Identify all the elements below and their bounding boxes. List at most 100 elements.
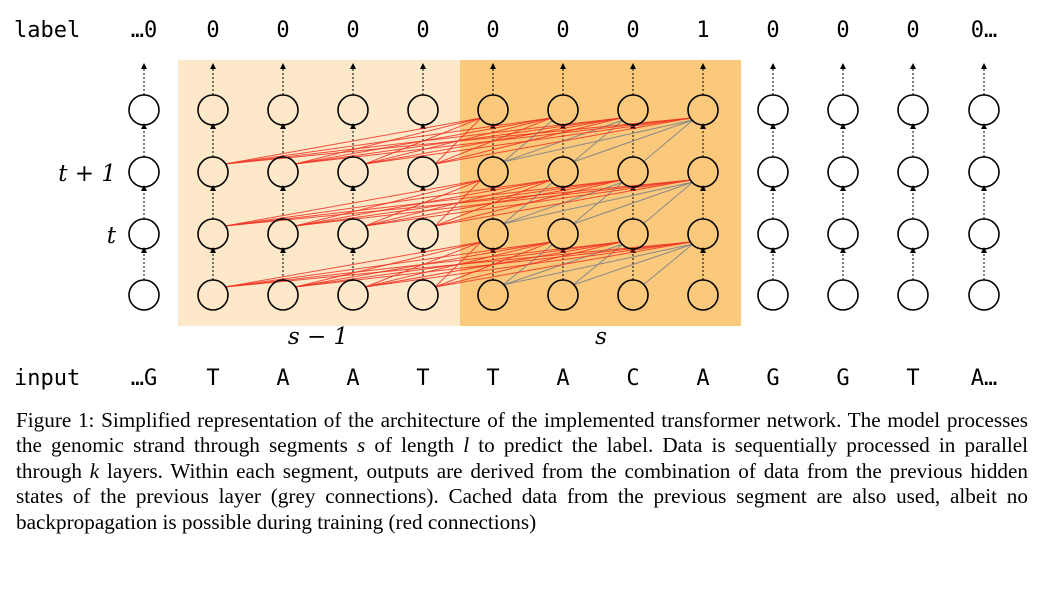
figure-caption: Figure 1: Simplified representation of t…: [16, 408, 1029, 534]
hidden-state-node-col3-layer3: [337, 94, 369, 126]
var-l: l: [463, 433, 470, 458]
grey-connection: [502, 243, 694, 286]
red-connection: [224, 179, 622, 227]
input-row: …G T A A T T A C A G G T A…: [131, 366, 998, 391]
hidden-state-node-col0-layer3: [128, 94, 160, 126]
hidden-state-node-col5-layer0: [477, 279, 509, 311]
hidden-state-node-col3-layer1: [337, 218, 369, 250]
label-3: 0: [346, 18, 359, 43]
input-row-title: input: [14, 366, 80, 391]
hidden-state-node-col11-layer0: [897, 279, 929, 311]
label-6: 0: [556, 18, 569, 43]
hidden-state-node-col10-layer0: [827, 279, 859, 311]
red-connection: [294, 117, 692, 165]
hidden-state-node-col0-layer1: [128, 218, 160, 250]
grey-connection: [572, 243, 694, 286]
hidden-state-node-col2-layer0: [267, 279, 299, 311]
label-0: …0: [131, 18, 158, 43]
hidden-state-node-col4-layer2: [407, 156, 439, 188]
label-row: …0 0 0 0 0 0 0 0 1 0 0 0 0…: [131, 18, 998, 43]
label-8: 1: [696, 18, 709, 43]
hidden-state-node-col3-layer2: [337, 156, 369, 188]
red-connection: [224, 117, 552, 165]
input-5: T: [486, 366, 499, 391]
red-connection: [224, 179, 692, 227]
red-connection: [434, 241, 692, 288]
label-9: 0: [766, 18, 779, 43]
hidden-state-node-col12-layer1: [968, 218, 1000, 250]
input-7: C: [626, 366, 639, 391]
input-12: A…: [971, 366, 998, 391]
input-4: T: [416, 366, 429, 391]
red-connection: [224, 117, 482, 165]
figure-label: Figure 1:: [16, 408, 95, 432]
red-connection: [434, 117, 692, 165]
hidden-state-node-col12-layer3: [968, 94, 1000, 126]
label-row-title: label: [14, 18, 80, 43]
grey-connection: [502, 181, 694, 225]
hidden-state-node-col9-layer1: [757, 218, 789, 250]
red-connection: [364, 117, 692, 165]
grey-connection: [572, 181, 694, 225]
hidden-state-node-col7-layer3: [617, 94, 649, 126]
input-9: G: [766, 366, 779, 391]
grey-connection: [642, 181, 694, 225]
hidden-state-node-col0-layer2: [128, 156, 160, 188]
hidden-state-node-col5-layer1: [477, 218, 509, 250]
red-connection: [224, 117, 622, 165]
label-1: 0: [206, 18, 219, 43]
segment-curr-label: s: [595, 324, 607, 350]
hidden-state-node-col10-layer3: [827, 94, 859, 126]
hidden-state-node-col7-layer1: [617, 218, 649, 250]
red-connection: [224, 179, 552, 227]
hidden-state-node-col11-layer3: [897, 94, 929, 126]
red-connection: [224, 241, 552, 288]
label-4: 0: [416, 18, 429, 43]
label-11: 0: [906, 18, 919, 43]
grey-connection: [572, 119, 694, 163]
grey-connection: [642, 243, 694, 286]
hidden-state-node-col7-layer0: [617, 279, 649, 311]
segment-prev-label: s − 1: [288, 324, 348, 350]
grey-connection: [642, 119, 694, 163]
hidden-state-node-col1-layer3: [197, 94, 229, 126]
hidden-state-node-col5-layer3: [477, 94, 509, 126]
hidden-state-node-col10-layer1: [827, 218, 859, 250]
input-3: A: [346, 366, 359, 391]
red-connection: [224, 241, 692, 288]
hidden-state-node-col4-layer0: [407, 279, 439, 311]
hidden-state-node-col6-layer2: [547, 156, 579, 188]
hidden-state-node-col10-layer2: [827, 156, 859, 188]
red-connection: [224, 241, 482, 288]
layer-label-t-plus-1: t + 1: [58, 161, 116, 187]
nodes: [128, 94, 1000, 311]
hidden-state-node-col1-layer0: [197, 279, 229, 311]
red-connection: [224, 179, 482, 227]
input-0: …G: [131, 366, 158, 391]
label-10: 0: [836, 18, 849, 43]
hidden-state-node-col3-layer0: [337, 279, 369, 311]
hidden-state-node-col9-layer2: [757, 156, 789, 188]
hidden-state-node-col1-layer1: [197, 218, 229, 250]
hidden-state-node-col8-layer1: [687, 218, 719, 250]
label-5: 0: [486, 18, 499, 43]
red-connections: [224, 117, 692, 288]
red-connection: [364, 179, 692, 227]
red-connection: [294, 179, 692, 227]
input-2: A: [276, 366, 289, 391]
input-8: A: [696, 366, 709, 391]
grey-connection: [502, 119, 694, 163]
input-1: T: [206, 366, 219, 391]
hidden-state-node-col9-layer0: [757, 279, 789, 311]
hidden-state-node-col2-layer3: [267, 94, 299, 126]
input-6: A: [556, 366, 569, 391]
hidden-state-node-col4-layer3: [407, 94, 439, 126]
hidden-state-node-col6-layer1: [547, 218, 579, 250]
hidden-state-node-col12-layer2: [968, 156, 1000, 188]
input-11: T: [906, 366, 919, 391]
hidden-state-node-col7-layer2: [617, 156, 649, 188]
hidden-state-node-col5-layer2: [477, 156, 509, 188]
red-connection: [364, 241, 692, 288]
hidden-state-node-col0-layer0: [128, 279, 160, 311]
hidden-state-node-col2-layer1: [267, 218, 299, 250]
